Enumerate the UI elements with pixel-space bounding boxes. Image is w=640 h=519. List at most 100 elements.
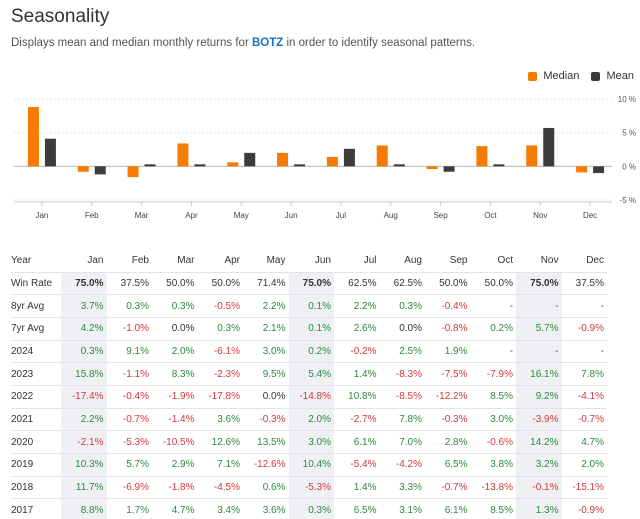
mean-swatch [591,71,601,81]
column-header-jul[interactable]: Jul [363,255,377,267]
column-header-jun[interactable]: Jun [314,255,331,267]
column-header-aug[interactable]: Aug [404,255,422,267]
bar-median-nov[interactable] [526,145,538,167]
table-cell: 50.0% [470,271,516,295]
table-cell: 14.2% [516,430,562,454]
table-cell: 2.1% [243,316,289,341]
table-cell: 12.6% [197,430,243,454]
bar-mean-mar[interactable] [144,164,156,167]
table-cell: 4.7% [561,430,607,454]
bar-mean-nov[interactable] [543,127,555,167]
bar-mean-jun[interactable] [294,164,306,167]
table-cell: 0.1% [288,294,334,318]
table-cell: 3.0% [243,339,289,363]
column-header-may[interactable]: May [266,255,286,267]
table-cell: 37.5% [561,271,607,295]
table-cell: -0.9% [561,316,607,341]
bar-mean-oct[interactable] [493,164,505,167]
bar-median-dec[interactable] [576,166,588,173]
table-cell: 0.0% [379,316,425,341]
table-cell: -0.4% [106,384,152,409]
column-header-sep[interactable]: Sep [449,255,468,267]
table-cell: 0.6% [243,475,289,499]
table-cell: 75.0% [516,271,562,295]
y-tick-label: 5 % [622,129,636,138]
legend-item-median[interactable]: Median [528,70,579,82]
bar-mean-apr[interactable] [194,164,206,167]
table-cell: 3.7% [61,294,107,318]
table-row: 2024 0.3% 9.1% 2.0% -6.1% 3.0% 0.2% -0.2% 2.5% 1.… [11,339,607,363]
table-cell: 0.3% [288,498,334,519]
table-cell: 75.0% [61,271,107,295]
bar-median-apr[interactable] [177,143,189,167]
bar-median-jun[interactable] [277,152,289,167]
table-cell: 3.1% [379,498,425,519]
table-cell: -6.1% [197,339,243,363]
bar-mean-feb[interactable] [94,166,106,175]
column-header-oct[interactable]: Oct [497,255,513,267]
bar-mean-dec[interactable] [593,166,605,174]
table-cell: 8.5% [470,384,516,409]
ticker-link[interactable]: BOTZ [251,37,284,49]
table-cell: 2.0% [288,407,334,431]
table-cell: -13.8% [470,475,516,499]
table-cell: 2.2% [243,294,289,318]
table-cell: 2.2% [334,294,380,318]
table-cell: 2.9% [152,453,198,477]
row-label: 8yr Avg [11,294,61,318]
bar-median-jul[interactable] [326,156,338,167]
table-cell: -8.5% [379,384,425,409]
bar-median-feb[interactable] [77,166,89,172]
bar-mean-may[interactable] [244,152,256,167]
row-label: 2019 [11,453,61,477]
column-header-dec[interactable]: Dec [586,255,604,267]
table-row: 8yr Avg 3.7% 0.3% 0.3% -0.5% 2.2% 0.1% 2.2% 0.3%… [11,294,607,318]
table-cell: -0.7% [106,407,152,431]
table-cell: -0.3% [425,407,471,431]
seasonality-bar-chart: 10 % 5 % 0 % -5 % Jan Feb Mar Apr May Jun Jul Aug Se… [14,95,636,220]
table-cell: 15.8% [61,362,107,386]
table-cell: -0.6% [470,430,516,454]
column-header-feb[interactable]: Feb [131,255,149,267]
table-cell: -0.3% [243,407,289,431]
x-tick-label: Feb [85,211,99,220]
table-cell: -2.1% [61,430,107,454]
table-row: 2022 -17.4% -0.4% -1.9% -17.8% 0.0% -14.8% 10.8… [11,384,607,409]
table-cell: 1.4% [334,475,380,499]
column-header-mar[interactable]: Mar [177,255,195,267]
table-cell: 10.8% [334,384,380,409]
column-header-apr[interactable]: Apr [224,255,240,267]
bar-mean-jul[interactable] [343,148,355,167]
table-cell: 0.0% [243,384,289,409]
bar-mean-jan[interactable] [44,138,56,167]
column-header-jan[interactable]: Jan [87,255,104,267]
bar-median-may[interactable] [227,162,239,167]
table-cell: 16.1% [516,362,562,386]
bar-median-jan[interactable] [27,107,39,167]
table-row: 2021 2.2% -0.7% -1.4% 3.6% -0.3% 2.0% -2.7% 7.8%… [11,407,607,431]
table-cell: -4.5% [197,475,243,499]
table-cell: -0.4% [425,294,471,318]
table-cell: 7.8% [561,362,607,386]
bar-median-aug[interactable] [376,145,388,167]
legend-item-mean[interactable]: Mean [591,70,634,82]
table-cell: 10.4% [288,453,334,477]
page-subtitle: Displays mean and median monthly returns… [11,37,475,49]
x-tick-label: Sep [433,211,448,220]
table-cell: -17.4% [61,384,107,409]
x-tick-label: Oct [484,211,497,220]
table-cell: 3.4% [197,498,243,519]
table-cell: 8.3% [152,362,198,386]
bar-median-oct[interactable] [476,146,488,167]
table-cell: 3.3% [379,475,425,499]
column-header-year[interactable]: Year [11,255,32,267]
bar-mean-sep[interactable] [443,166,455,172]
table-cell: 6.1% [334,430,380,454]
table-cell: -7.9% [470,362,516,386]
column-header-nov[interactable]: Nov [540,255,559,267]
bar-median-mar[interactable] [127,166,139,178]
table-cell: - [470,339,516,363]
bar-median-sep[interactable] [426,166,438,170]
subtitle-suffix: in order to identify seasonal patterns. [283,37,476,49]
bar-mean-aug[interactable] [393,164,405,167]
